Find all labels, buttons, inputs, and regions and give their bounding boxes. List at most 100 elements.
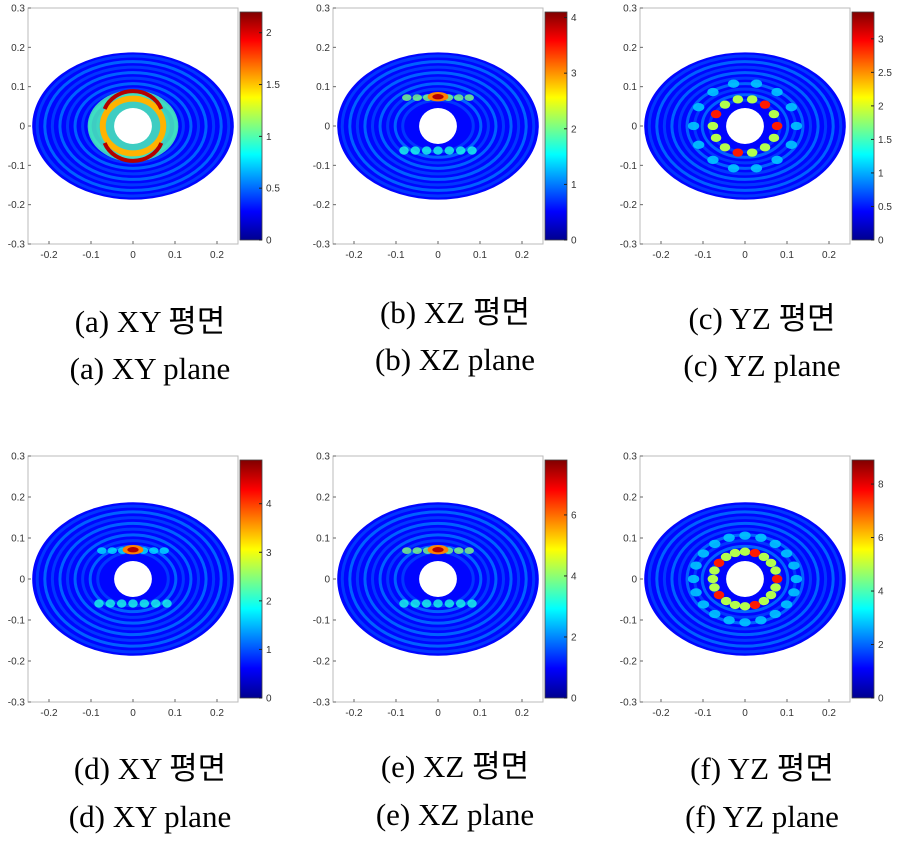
field-lobe	[727, 79, 740, 88]
center-hole	[726, 108, 764, 144]
y-tick-label: -0.3	[620, 240, 638, 251]
hotspot-arc	[102, 89, 164, 110]
ripple-ring	[348, 510, 528, 648]
field-lobe	[454, 547, 464, 555]
field-lobe	[399, 599, 409, 608]
y-tick-label: 0	[324, 122, 330, 133]
caption-e-ko: (e) XZ 평면	[380, 749, 530, 784]
x-tick-label: 0	[742, 250, 748, 261]
y-tick-label: -0.1	[313, 161, 331, 172]
colorbar-tick-label: 4	[266, 499, 272, 510]
y-tick-label: 0	[324, 575, 330, 586]
x-tick-label: -0.2	[652, 708, 670, 719]
chart-panel-c: 0.3 0.2 0.1 0 -0.1 -0.2 -0.3 -0.2 -0.1 0 0.1 0.2 3 2.…	[612, 0, 912, 270]
chart-a-svg: 0.3 0.2 0.1 0 -0.1 -0.2 -0.3 -0.2 -0.1 0 0.1 0.2 2 1.…	[8, 4, 281, 262]
field-lobe	[727, 164, 740, 173]
colorbar-tick-label: 0	[571, 236, 577, 247]
x-tick-label: 0.1	[168, 250, 182, 261]
ripple-ring	[647, 54, 843, 198]
y-tick-label: -0.3	[313, 240, 331, 251]
colorbar-tick-label: 3	[571, 69, 577, 80]
colorbar-tick-label: 2	[878, 101, 884, 112]
field-lobe	[732, 95, 744, 104]
field-lobe	[788, 561, 800, 570]
field-lobe	[410, 599, 421, 608]
field-lobe	[697, 600, 710, 609]
caption-f-ko: (f) YZ 평면	[690, 751, 834, 786]
x-tick-label: -0.1	[82, 708, 100, 719]
field-lobe	[770, 566, 781, 575]
ripple-ring	[340, 504, 536, 654]
ripple-ring	[58, 521, 208, 637]
hotspot-core	[432, 94, 444, 100]
caption-d-en: (d) XY plane	[68, 799, 232, 834]
field-lobe	[433, 599, 443, 608]
field-lobe	[709, 566, 720, 575]
colorbar-tick-label: 0	[878, 236, 884, 247]
y-tick-label: 0.3	[623, 452, 637, 463]
y-tick-label: -0.2	[620, 200, 638, 211]
field-lobe	[720, 596, 732, 606]
field-lobe	[433, 146, 443, 155]
chart-panel-b: 0.3 0.2 0.1 0 -0.1 -0.2 -0.3 -0.2 -0.1 0 0.1 0.2 4 3 2…	[305, 0, 605, 270]
x-tick-label: 0.2	[822, 708, 836, 719]
field-lobe	[709, 609, 721, 619]
ripple-ring	[363, 71, 513, 181]
field-lobe	[107, 547, 117, 555]
field-lobe	[790, 121, 803, 131]
field-lobe	[729, 548, 741, 558]
ripple-ring	[348, 60, 528, 192]
ripple-ring	[386, 87, 490, 165]
field-lobe	[693, 140, 705, 149]
ripple-ring	[370, 76, 506, 176]
field-lobe	[444, 599, 455, 608]
y-tick-label: 0.3	[316, 452, 330, 463]
y-tick-label: 0.1	[316, 82, 330, 93]
field-lobe	[421, 599, 432, 608]
x-tick-label: 0.1	[780, 708, 794, 719]
ripple-ring	[81, 539, 185, 619]
x-tick-label: -0.1	[387, 250, 405, 261]
ripple-ring	[378, 82, 498, 170]
colorbar-tick-label: 8	[878, 480, 884, 491]
y-tick-label: 0.2	[11, 493, 25, 504]
y-tick-label: 0.3	[316, 4, 330, 15]
y-tick-label: -0.1	[313, 616, 331, 627]
field-lobe	[412, 94, 422, 102]
field-lobe	[770, 583, 781, 592]
y-tick-label: 0	[19, 122, 25, 133]
field-ring	[99, 95, 167, 157]
field-lobe	[410, 146, 421, 155]
colorbar-tick-label: 0.5	[878, 202, 892, 213]
chart-e-svg: 0.3 0.2 0.1 0 -0.1 -0.2 -0.3 -0.2 -0.1 0 0.1 0.2 6 4 2…	[313, 452, 577, 720]
y-tick-label: 0	[631, 575, 637, 586]
field-lobe	[755, 533, 767, 542]
field-lobe	[785, 140, 797, 149]
caption-b-en: (b) XZ plane	[374, 342, 536, 377]
y-tick-label: 0.3	[623, 4, 637, 15]
ripple-ring	[363, 521, 513, 637]
colorbar	[544, 459, 568, 699]
chart-panel-d: 0.3 0.2 0.1 0 -0.1 -0.2 -0.3 -0.2 -0.1 0 0.1 0.2 4 3 2…	[0, 448, 300, 728]
y-tick-label: -0.1	[8, 616, 26, 627]
field-lobe	[739, 531, 751, 540]
y-tick-label: 0.3	[11, 4, 25, 15]
y-tick-label: -0.1	[620, 616, 638, 627]
field-lobe	[710, 109, 722, 119]
colorbar-tick-label: 0	[571, 694, 577, 705]
caption-a-ko: (a) XY 평면	[74, 304, 226, 339]
field-lobe	[464, 94, 474, 102]
ripple-ring	[65, 76, 201, 176]
field-lobe	[719, 143, 731, 152]
x-tick-label: -0.2	[345, 250, 363, 261]
colorbar-tick-label: 2.5	[878, 68, 892, 79]
ripple-ring	[685, 82, 805, 170]
y-tick-label: -0.3	[620, 698, 638, 709]
field-lobe	[785, 103, 797, 112]
x-tick-label: 0	[130, 250, 136, 261]
field-lobe	[771, 574, 783, 584]
x-tick-label: 0.1	[168, 708, 182, 719]
field-lobe	[780, 600, 793, 609]
hotspot-core	[432, 547, 444, 553]
field-lobe	[739, 602, 751, 611]
